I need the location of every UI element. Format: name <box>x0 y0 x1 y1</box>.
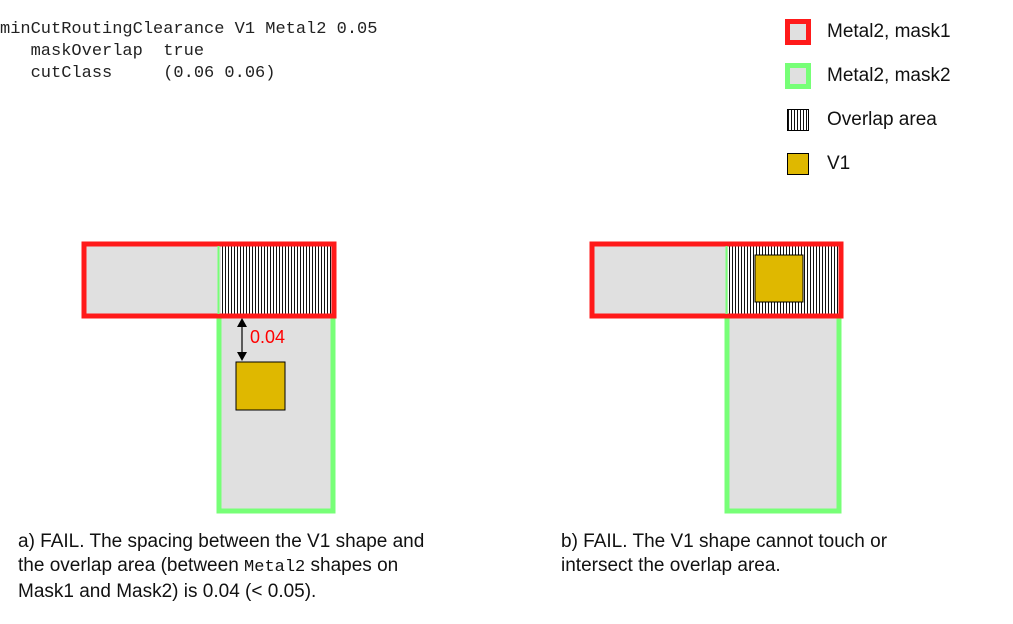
legend-label-overlap: Overlap area <box>827 109 937 130</box>
caption-b-line-1: b) FAIL. The V1 shape cannot touch or <box>561 531 888 552</box>
dimension-arrowhead-down-a <box>237 352 247 361</box>
rule-definition: minCutRoutingClearance V1 Metal2 0.05 ma… <box>0 19 377 85</box>
mask1-swatch-icon <box>785 19 811 45</box>
legend-label-mask2: Metal2, mask2 <box>827 65 951 86</box>
via-swatch-icon <box>787 153 809 175</box>
caption-b: b) FAIL. The V1 shape cannot touch or in… <box>561 530 981 578</box>
diagram-a: 0.04 <box>81 241 337 514</box>
dimension-arrowhead-up-a <box>237 318 247 327</box>
rule-line-1: minCutRoutingClearance V1 Metal2 0.05 <box>0 20 378 39</box>
v1-via-b <box>754 254 804 303</box>
caption-a-text-before: the overlap area (between <box>18 555 245 576</box>
caption-a-code: Metal2 <box>244 558 306 577</box>
rule-line-2: maskOverlap true <box>0 42 205 61</box>
legend-label-via: V1 <box>827 153 851 174</box>
overlap-swatch-icon <box>787 109 809 131</box>
diagram-b <box>589 241 844 514</box>
caption-a: a) FAIL. The spacing between the V1 shap… <box>18 530 478 604</box>
mask1-border-top-b <box>589 241 844 319</box>
legend-label-mask1: Metal2, mask1 <box>827 21 951 42</box>
caption-a-line-2: the overlap area (between Metal2 shapes … <box>18 554 478 580</box>
caption-b-line-2: intersect the overlap area. <box>561 555 781 576</box>
dimension-label-a: 0.04 <box>250 327 285 347</box>
mask1-border-top-a <box>81 241 337 319</box>
mask2-swatch-icon <box>785 63 811 89</box>
caption-a-line-3: Mask1 and Mask2) is 0.04 (< 0.05). <box>18 581 317 602</box>
rule-line-3: cutClass (0.06 0.06) <box>0 64 276 83</box>
caption-a-line-1: a) FAIL. The spacing between the V1 shap… <box>18 531 425 552</box>
caption-a-text-after: shapes on <box>305 555 399 576</box>
overlap-area-a <box>221 246 331 314</box>
v1-via-a <box>235 361 286 411</box>
